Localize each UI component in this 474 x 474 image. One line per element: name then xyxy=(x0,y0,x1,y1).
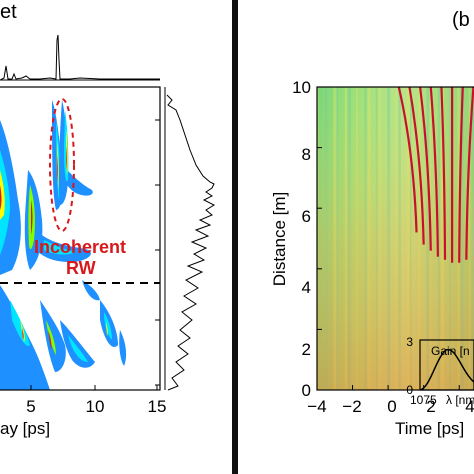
left-x-tick-5: 5 xyxy=(26,397,35,416)
inset-y-tick-3: 3 xyxy=(406,335,413,349)
trajectory-6 xyxy=(458,87,464,263)
panel-divider xyxy=(232,0,238,474)
x-tick-neg4: −4 xyxy=(307,397,326,416)
rogue-wave-highlight xyxy=(49,98,75,232)
rw-annotation-line1: Incoherent xyxy=(34,237,126,257)
right-profile-trace xyxy=(166,94,216,391)
right-x-ticks: −4 −2 0 2 4 xyxy=(307,397,474,416)
inset-xlabel: λ [nm xyxy=(446,393,474,407)
trajectory-1 xyxy=(408,87,425,245)
left-heatmap xyxy=(0,87,160,390)
gain-inset: Gain [n 3 0 1075 λ [nm xyxy=(406,335,474,407)
y-tick-4: 4 xyxy=(302,278,311,297)
trajectory-3 xyxy=(429,87,439,257)
left-title-fragment: et xyxy=(0,1,17,23)
inset-ylabel: Gain [n xyxy=(431,344,470,358)
left-x-label: ay [ps] xyxy=(0,419,50,438)
right-axis-tick-marks xyxy=(316,86,460,391)
rw-annotation-line2: RW xyxy=(66,258,96,278)
x-tick-4: 4 xyxy=(465,397,474,416)
left-x-tick-10: 10 xyxy=(86,397,105,416)
y-tick-0: 0 xyxy=(302,381,311,400)
y-tick-8: 8 xyxy=(302,145,311,164)
trajectory-0 xyxy=(397,87,418,233)
right-axes-frame xyxy=(316,86,474,391)
trajectory-4 xyxy=(440,87,447,260)
y-tick-2: 2 xyxy=(302,340,311,359)
top-marginal-profile xyxy=(0,34,160,81)
x-tick-neg2: −2 xyxy=(342,397,361,416)
left-panel: et xyxy=(0,1,216,438)
soliton-trajectories xyxy=(397,87,474,263)
right-panel: (b Gain [n 3 0 1075 λ [nm 0 2 4 6 8 10 xyxy=(270,9,474,438)
right-ylabel: Distance [m] xyxy=(270,192,289,286)
y-tick-10: 10 xyxy=(292,78,311,97)
right-xlabel: Time [ps] xyxy=(395,419,464,438)
left-x-tick-15: 15 xyxy=(148,397,167,416)
trajectory-2 xyxy=(419,87,432,251)
x-tick-0: 0 xyxy=(387,397,396,416)
x-tick-2: 2 xyxy=(426,397,435,416)
inset-x-tick-1075: 1075 xyxy=(410,393,437,407)
panel-tag: (b xyxy=(452,9,470,31)
left-frame-ticks xyxy=(30,119,160,390)
trajectory-7 xyxy=(465,87,474,260)
right-marginal-profile xyxy=(164,87,216,391)
y-tick-6: 6 xyxy=(302,207,311,226)
right-y-ticks: 0 2 4 6 8 10 xyxy=(292,78,311,400)
left-x-ticks: 5 10 15 xyxy=(26,397,166,416)
inset-gain-curve xyxy=(419,349,474,391)
top-profile-trace xyxy=(0,34,160,81)
left-axes-frame xyxy=(0,86,161,391)
